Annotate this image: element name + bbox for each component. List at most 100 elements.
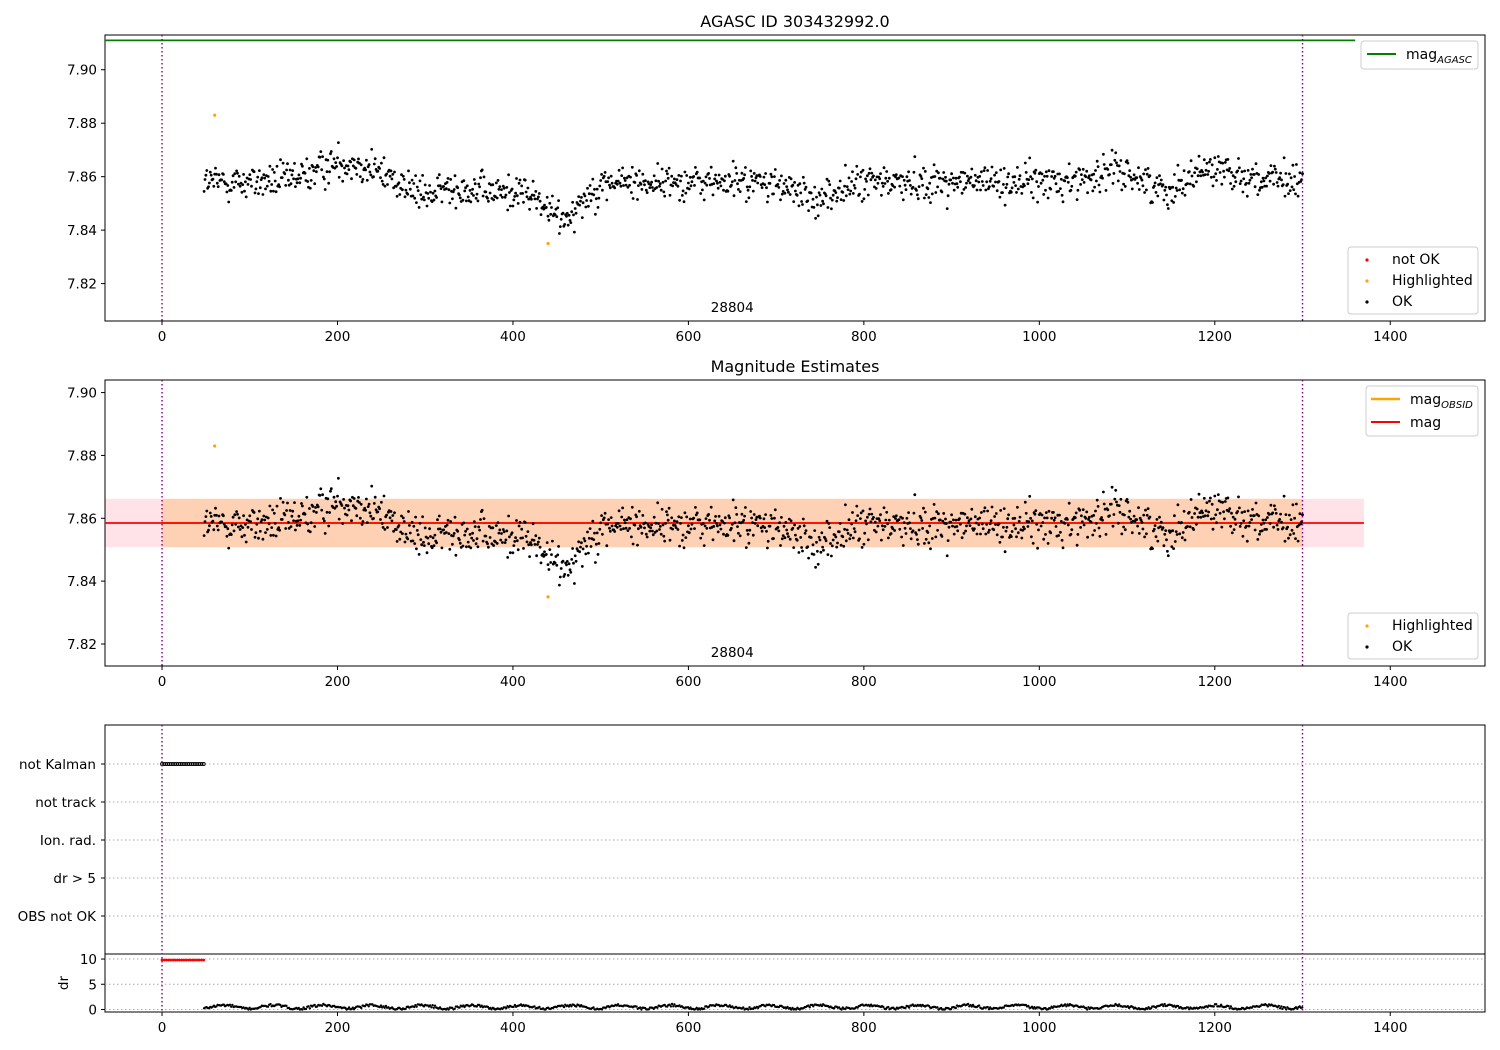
ok-point (795, 538, 799, 542)
ok-point (565, 560, 569, 563)
ok-point (319, 487, 323, 491)
ok-point (1118, 170, 1122, 173)
ok-point (751, 533, 755, 537)
ok-point (932, 503, 936, 506)
ok-point (1208, 160, 1211, 164)
ok-point (947, 525, 951, 529)
dr-clipped-point (189, 958, 192, 962)
ok-point (1223, 517, 1226, 521)
ok-point (777, 186, 781, 189)
ok-point (260, 176, 264, 180)
ok-point (904, 532, 908, 535)
ok-point (606, 522, 610, 526)
ok-point (1283, 194, 1287, 198)
ok-point (977, 180, 981, 184)
ok-point (955, 182, 959, 186)
ok-point (707, 513, 710, 516)
ok-point (621, 506, 624, 510)
ok-point (407, 510, 410, 513)
ok-point (469, 200, 473, 204)
ok-point (260, 518, 264, 521)
ok-point (1030, 191, 1033, 194)
ok-point (854, 519, 858, 523)
ok-point (1287, 536, 1290, 540)
ok-point (1132, 514, 1136, 518)
dr-point (285, 1004, 288, 1007)
dr-point (907, 1006, 911, 1009)
ok-point (1111, 182, 1115, 185)
ok-point (1117, 504, 1121, 507)
ok-point (965, 181, 968, 185)
ok-point (765, 529, 768, 533)
ok-point (220, 520, 224, 524)
ok-point (308, 507, 311, 510)
flag-label-dr-gt-5: dr > 5 (53, 871, 96, 887)
ok-point (861, 509, 865, 513)
ok-point (379, 518, 382, 521)
ok-point (1002, 183, 1005, 186)
dr-point (1063, 1003, 1067, 1006)
dr-clipped-point (167, 958, 171, 962)
flag-mark (188, 762, 193, 766)
ok-point (608, 183, 611, 187)
ok-point (786, 188, 789, 192)
dr-point (936, 1006, 939, 1009)
ok-point (970, 167, 974, 171)
ok-point (1026, 525, 1030, 528)
ok-point (244, 195, 248, 199)
ok-point (263, 176, 267, 180)
dr-point (230, 1005, 233, 1008)
ok-point (431, 191, 435, 195)
ok-point (355, 514, 359, 518)
ok-point (544, 206, 548, 209)
ok-point (727, 514, 731, 518)
ok-point (980, 511, 983, 514)
ok-point (227, 200, 231, 204)
ok-point (1059, 187, 1062, 191)
ok-point (749, 169, 753, 173)
ok-point (444, 187, 448, 191)
flag-mark (186, 762, 191, 766)
ok-point (312, 169, 316, 173)
ok-point (701, 522, 705, 525)
ok-point (959, 522, 962, 526)
ok-point (912, 170, 916, 174)
ok-point (535, 554, 538, 558)
dr-clipped-point (184, 958, 188, 962)
ok-point (246, 525, 250, 529)
ok-point (865, 180, 868, 183)
ok-point (660, 167, 664, 171)
ok-point (1281, 183, 1285, 187)
ok-point (830, 554, 833, 558)
ok-point (472, 194, 475, 197)
ok-point (1044, 170, 1048, 174)
y-tick-label: 7.84 (67, 574, 97, 590)
ok-point (730, 522, 734, 526)
ok-point (964, 186, 967, 189)
ok-point (1116, 179, 1120, 183)
ok-point (1054, 182, 1058, 186)
ok-point (1256, 193, 1260, 197)
ok-point (1123, 172, 1126, 176)
ok-point (629, 517, 632, 521)
flag-marks (160, 762, 206, 766)
ok-point (456, 186, 460, 190)
ok-point (872, 516, 875, 519)
ok-point (1233, 517, 1237, 521)
ok-point (1301, 513, 1304, 517)
ok-point (1066, 180, 1070, 184)
ok-point (929, 201, 932, 205)
ok-point (822, 202, 825, 206)
ok-point (656, 162, 660, 165)
ok-point (547, 568, 551, 571)
ok-point (568, 568, 572, 572)
ok-point (726, 534, 730, 537)
ok-point (587, 536, 591, 540)
ok-point (709, 165, 713, 169)
ok-point (1052, 518, 1056, 522)
ok-point (214, 506, 217, 510)
dr-point (695, 1006, 698, 1009)
ok-point (801, 175, 805, 179)
dr-point (1086, 1008, 1089, 1011)
